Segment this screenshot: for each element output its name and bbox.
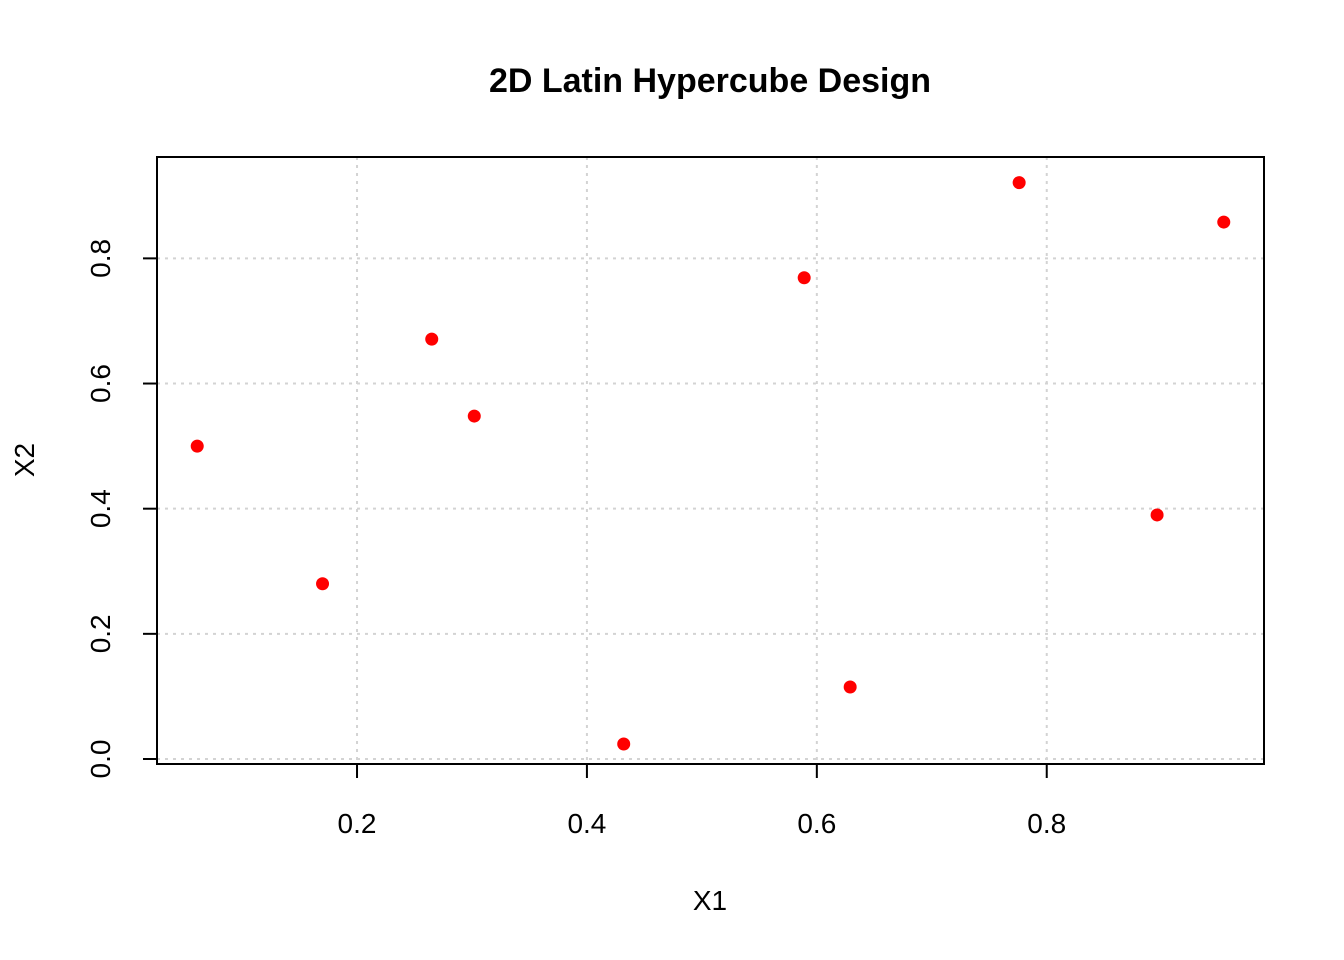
- x-tick-label: 0.4: [567, 808, 606, 839]
- x-axis-label: X1: [693, 885, 727, 916]
- data-point: [1012, 176, 1026, 190]
- y-tick-label: 0.6: [85, 364, 116, 403]
- y-tick-label: 0.8: [85, 239, 116, 278]
- data-point: [316, 577, 330, 591]
- axis-ticks: 0.2 0.4 0.6 0.8 0.0 0.2 0.4 0.6 0.8: [85, 239, 1066, 839]
- data-points: [190, 176, 1231, 751]
- data-point: [1150, 508, 1164, 522]
- plot-frame: [156, 156, 1265, 765]
- data-point: [1217, 215, 1231, 229]
- data-point: [797, 271, 811, 285]
- x-tick-label: 0.6: [797, 808, 836, 839]
- y-axis-label: X2: [9, 443, 40, 477]
- data-point: [425, 332, 439, 346]
- x-tick-label: 0.2: [338, 808, 377, 839]
- data-point: [467, 409, 481, 423]
- data-point: [190, 439, 204, 453]
- data-point: [617, 737, 631, 751]
- data-point: [843, 680, 857, 694]
- y-tick-label: 0.0: [85, 740, 116, 779]
- y-tick-label: 0.4: [85, 489, 116, 528]
- y-tick-label: 0.2: [85, 614, 116, 653]
- chart-title: 2D Latin Hypercube Design: [489, 62, 931, 100]
- x-tick-label: 0.8: [1027, 808, 1066, 839]
- grid-lines: [157, 157, 1264, 764]
